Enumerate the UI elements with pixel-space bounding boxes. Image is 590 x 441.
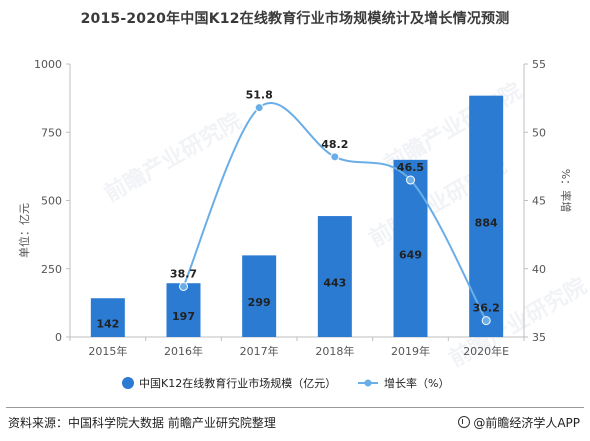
x-tick-label: 2016年 — [164, 344, 203, 358]
brand-logo-icon — [458, 416, 471, 428]
growth-rate-point — [254, 103, 264, 113]
x-tick-label: 2020年E — [463, 344, 509, 358]
x-tick-label: 2015年 — [88, 344, 127, 358]
bar — [166, 283, 201, 337]
growth-rate-point — [481, 316, 491, 326]
x-tick-label: 2019年 — [391, 344, 430, 358]
bar-data-label: 884 — [475, 216, 498, 229]
y-left-axis-title: 单位：亿元 — [17, 203, 31, 258]
bar-data-label: 197 — [172, 310, 195, 323]
brand-credit: @前瞻经济学人APP — [458, 414, 580, 431]
bar — [90, 298, 125, 337]
bar — [393, 159, 428, 337]
growth-rate-point — [406, 175, 415, 185]
bar-data-label: 443 — [323, 277, 346, 290]
source-note: 资料来源：中国科学院大数据 前瞻产业研究院整理 — [8, 416, 276, 430]
legend-bar-swatch — [122, 377, 134, 389]
y-right-tick-label: 50 — [532, 126, 546, 139]
y-left-tick-label: 0 — [55, 331, 62, 344]
y-right-tick-label: 45 — [532, 195, 546, 208]
x-tick-label: 2018年 — [315, 344, 354, 358]
line-data-label: 51.8 — [246, 89, 273, 102]
y-left-tick-label: 250 — [41, 263, 62, 276]
y-left-tick-label: 750 — [41, 126, 62, 139]
bar — [242, 255, 277, 337]
x-tick-label: 2017年 — [240, 344, 279, 358]
y-left-tick-label: 500 — [41, 195, 62, 208]
line-data-label: 48.2 — [321, 138, 348, 151]
y-right-tick-label: 35 — [532, 331, 546, 344]
bar-data-label: 142 — [96, 318, 119, 331]
bar-data-label: 649 — [399, 248, 422, 261]
growth-rate-point — [330, 152, 340, 162]
y-left-tick-label: 1000 — [34, 58, 62, 71]
line-data-label: 38.7 — [170, 267, 197, 280]
footer-divider — [6, 407, 584, 408]
growth-rate-line — [182, 101, 488, 322]
bar-data-label: 299 — [248, 296, 271, 309]
bar — [317, 216, 352, 337]
growth-rate-point — [179, 281, 188, 291]
y-right-axis-title: %：率增 — [559, 169, 573, 212]
line-data-label: 36.2 — [473, 302, 500, 315]
legend-bar-label: 中国K12在线教育行业市场规模（亿元） — [139, 376, 336, 390]
y-right-tick-label: 55 — [532, 58, 546, 71]
chart-title: 2015-2020年中国K12在线教育行业市场规模统计及增长情况预测 — [80, 11, 510, 27]
legend-line-label: 增长率（%） — [384, 376, 449, 390]
line-data-label: 46.5 — [397, 161, 424, 174]
legend-line-marker — [364, 379, 372, 387]
brand-text: @前瞻经济学人APP — [473, 416, 580, 430]
y-right-tick-label: 40 — [532, 263, 546, 276]
